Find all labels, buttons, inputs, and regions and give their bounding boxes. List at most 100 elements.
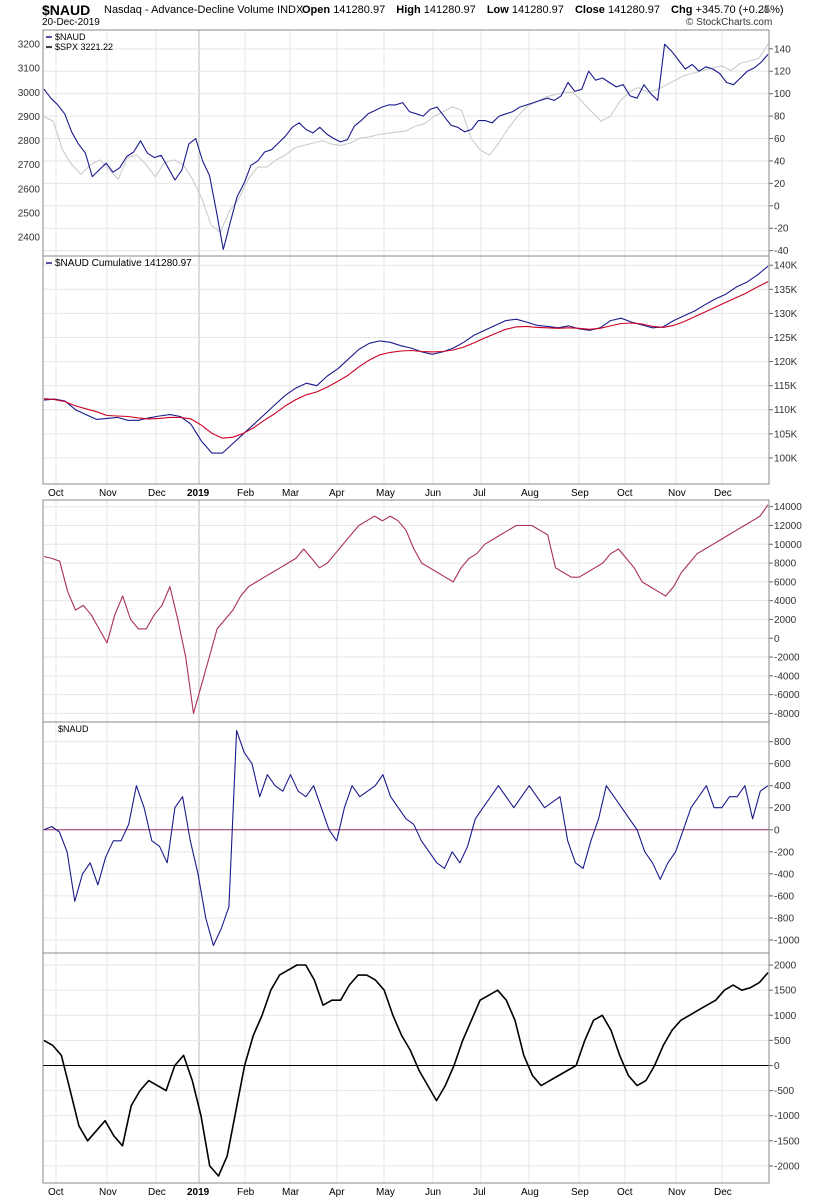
month-label: Nov <box>99 1187 117 1198</box>
right-tick-label: -400 <box>774 869 794 880</box>
legend-label: $NAUD Cumulative 141280.97 <box>55 258 192 269</box>
right-tick-label: -600 <box>774 891 794 902</box>
month-label: Jul <box>473 1187 486 1198</box>
panel-frame <box>42 952 770 1184</box>
right-tick-label: 130K <box>774 309 798 320</box>
right-tick-label: 140 <box>774 44 791 55</box>
right-tick-label: 105K <box>774 429 798 440</box>
left-tick-label: 2600 <box>18 184 41 195</box>
month-label: Oct <box>617 1187 633 1198</box>
right-tick-label: -8000 <box>774 709 800 720</box>
left-tick-label: 2800 <box>18 136 41 147</box>
right-tick-label: 140K <box>774 261 798 272</box>
right-tick-label: 110K <box>774 405 797 416</box>
legend-label: $NAUD <box>58 724 89 734</box>
month-label: Oct <box>617 488 633 499</box>
right-tick-label: -800 <box>774 913 794 924</box>
right-tick-label: 120K <box>774 357 798 368</box>
series-line <box>43 265 769 454</box>
month-label: Dec <box>148 1187 166 1198</box>
right-tick-label: 800 <box>774 737 791 748</box>
right-tick-label: 1500 <box>774 986 797 997</box>
month-label: Nov <box>99 488 117 499</box>
series-line <box>43 964 769 1177</box>
right-tick-label: 0 <box>774 634 780 645</box>
month-label: Jun <box>425 488 441 499</box>
legend-label: $NAUD <box>55 32 86 42</box>
month-label: Mar <box>282 488 300 499</box>
right-tick-label: -4000 <box>774 671 800 682</box>
right-tick-label: 14000 <box>774 502 802 513</box>
left-tick-label: 2700 <box>18 160 41 171</box>
right-tick-label: 500 <box>774 1036 791 1047</box>
month-label: 2019 <box>187 1187 210 1198</box>
right-tick-label: 0 <box>774 825 780 836</box>
right-tick-label: 1000 <box>774 1011 797 1022</box>
month-label: Feb <box>237 488 255 499</box>
right-tick-label: 135K <box>774 285 798 296</box>
chart-header: $NAUD Nasdaq - Advance-Decline Volume IN… <box>0 0 820 30</box>
right-tick-label: -2000 <box>774 1161 800 1172</box>
month-label: Apr <box>329 488 345 499</box>
month-label: Sep <box>571 1187 589 1198</box>
month-label: Jun <box>425 1187 441 1198</box>
right-tick-label: 120 <box>774 67 791 78</box>
month-label: Dec <box>148 488 166 499</box>
right-tick-label: 0 <box>774 1061 780 1072</box>
right-tick-label: -20 <box>774 224 789 235</box>
close-value: 141280.97 <box>607 4 660 16</box>
month-label: Dec <box>714 1187 732 1198</box>
right-tick-label: -1000 <box>774 935 800 946</box>
month-label: Aug <box>521 488 539 499</box>
right-tick-label: -2000 <box>774 653 800 664</box>
right-tick-label: 6000 <box>774 577 797 588</box>
low-label: Low <box>486 4 509 16</box>
right-tick-label: 600 <box>774 759 791 770</box>
right-tick-label: 2000 <box>774 961 797 972</box>
symbol-title: $NAUD <box>42 2 91 18</box>
panel-frame <box>42 255 770 485</box>
open-label: Open <box>302 4 331 16</box>
month-label: Dec <box>714 488 732 499</box>
right-tick-label: 60 <box>774 134 786 145</box>
collapse-triangle-icon[interactable] <box>763 5 771 12</box>
left-tick-label: 2500 <box>18 208 41 219</box>
month-label: Sep <box>571 488 589 499</box>
right-tick-label: 115K <box>774 381 797 392</box>
frame-layer <box>42 29 773 1184</box>
right-tick-label: 10000 <box>774 540 802 551</box>
right-tick-label: -200 <box>774 847 794 858</box>
right-tick-label: 100 <box>774 89 791 100</box>
month-label: Aug <box>521 1187 539 1198</box>
series-line <box>43 43 769 251</box>
left-tick-label: 2900 <box>18 112 41 123</box>
right-tick-label: 100K <box>774 453 798 464</box>
series-line <box>43 504 769 714</box>
low-value: 141280.97 <box>511 4 564 16</box>
series-layer <box>43 43 769 1177</box>
stockcharts-brand: © StockCharts.com <box>686 17 773 28</box>
right-tick-label: 4000 <box>774 596 797 607</box>
right-tick-label: 0 <box>774 201 780 212</box>
series-line <box>43 281 769 439</box>
month-label: Oct <box>48 488 64 499</box>
right-tick-label: 125K <box>774 333 798 344</box>
right-tick-label: 12000 <box>774 521 802 532</box>
panel-frame <box>42 29 770 257</box>
right-tick-label: 20 <box>774 179 786 190</box>
chart-date: 20-Dec-2019 <box>42 17 100 28</box>
month-label: May <box>376 488 395 499</box>
left-tick-label: 3000 <box>18 88 41 99</box>
right-tick-label: -6000 <box>774 690 800 701</box>
high-value: 141280.97 <box>423 4 476 16</box>
month-label: Apr <box>329 1187 345 1198</box>
ohlc-readout: Open 141280.97 High 141280.97 Low 141280… <box>302 4 792 16</box>
right-tick-label: 8000 <box>774 559 797 570</box>
label-layer: 140120100806040200-20-403200310030002900… <box>18 32 802 1198</box>
right-tick-label: 200 <box>774 803 791 814</box>
high-label: High <box>396 4 421 16</box>
chg-value: +345.70 (+0.25%) <box>695 4 784 16</box>
left-tick-label: 3100 <box>18 64 41 75</box>
month-label: 2019 <box>187 488 210 499</box>
